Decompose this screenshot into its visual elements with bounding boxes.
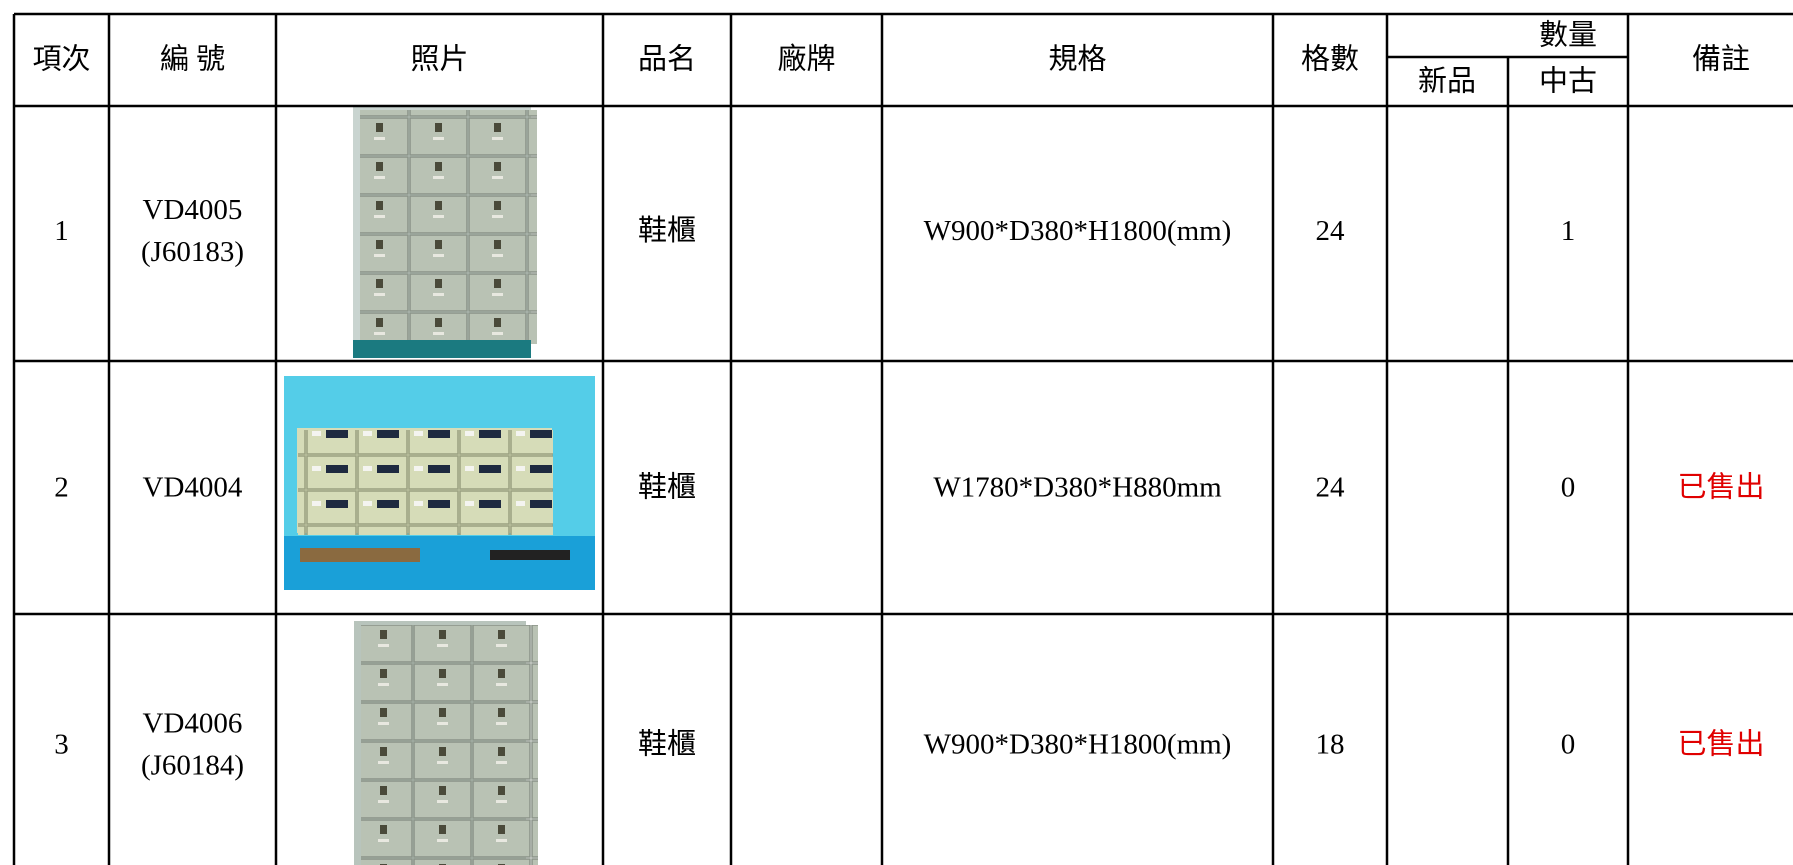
header-cell: 格數: [1301, 43, 1359, 76]
item-spec: W900*D380*H1800(mm): [924, 215, 1232, 247]
remark: 已售出: [1677, 471, 1764, 504]
used-quantity: 0: [1561, 729, 1576, 761]
item-code: VD4006: [143, 708, 243, 740]
item-spec: W900*D380*H1800(mm): [924, 729, 1232, 761]
header-cell: 品名: [638, 43, 696, 76]
photo-3: [354, 621, 538, 865]
item-name: 鞋櫃: [638, 214, 696, 247]
header-cell: 新品: [1418, 65, 1476, 98]
cell-count: 24: [1316, 215, 1346, 247]
grid-lines: [12, 12, 1793, 865]
header-cell: 編 號: [160, 43, 225, 76]
item-code: (J60184): [141, 750, 244, 782]
photo-2: [284, 376, 595, 590]
header-cell: 備註: [1692, 43, 1750, 76]
header-cell: 規格: [1048, 43, 1106, 76]
header-cell: 項次: [32, 43, 90, 76]
item-code: VD4005: [143, 194, 243, 226]
cell-count: 24: [1316, 472, 1346, 504]
header-cell: 照片: [410, 43, 468, 76]
item-code: (J60183): [141, 236, 244, 268]
cell-count: 18: [1316, 729, 1345, 761]
item-spec: W1780*D380*H880mm: [933, 472, 1222, 504]
used-quantity: 1: [1561, 215, 1576, 247]
item-name: 鞋櫃: [638, 471, 696, 504]
item-code: VD4004: [143, 472, 243, 504]
row-number: 2: [54, 472, 69, 504]
photo-1: [353, 106, 537, 358]
header-cell: 數量: [1539, 19, 1597, 52]
header-cell: 廠牌: [777, 43, 835, 76]
item-name: 鞋櫃: [638, 728, 696, 761]
remark: 已售出: [1677, 728, 1764, 761]
row-number: 1: [54, 215, 69, 247]
header-cell: 中古: [1539, 65, 1597, 98]
used-quantity: 0: [1561, 472, 1576, 504]
row-number: 3: [54, 729, 69, 761]
